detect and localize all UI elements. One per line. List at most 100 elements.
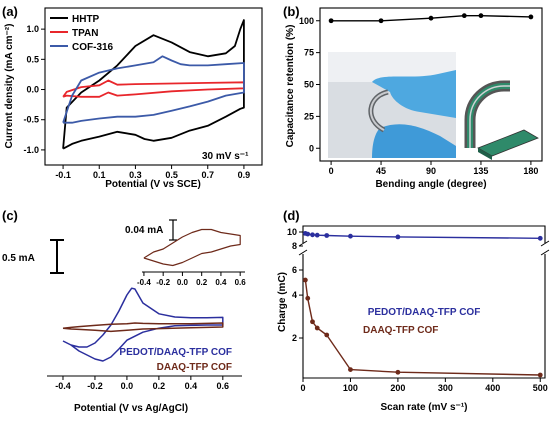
x-tick-label: 180 xyxy=(523,166,538,176)
y-tick-label: 0 xyxy=(309,143,314,153)
data-point xyxy=(378,18,384,24)
panel-a: (a) 1.0 0.5 0.0 -0.5 -1.0 -0.1 0.1 0.3 0.5 0.7 0.… xyxy=(2,4,263,190)
device-schematic xyxy=(464,80,539,160)
panel-d-frame-top xyxy=(302,225,546,243)
panel-d-x-ticks: 0 100 200 300 400 500 xyxy=(300,378,548,393)
panel-c-xlabel: Potential (V vs Ag/AgCl) xyxy=(74,403,188,414)
y-tick-label: 10 xyxy=(287,227,297,237)
series-line-series xyxy=(331,14,531,22)
x-tick-label: -0.2 xyxy=(156,278,170,287)
legend-label-daaq-d: DAAQ-TFP COF xyxy=(363,325,438,336)
x-tick-label: -0.2 xyxy=(87,381,103,391)
axis-break-left xyxy=(298,240,308,247)
inset-x-ticks: -0.4 -0.2 0.0 0.2 0.4 0.6 xyxy=(137,272,246,287)
data-point xyxy=(461,13,467,19)
panel-c-inset: 0.04 mA -0.4 -0.2 0.0 0.2 0.4 0.6 xyxy=(125,219,246,287)
y-tick-label: 0.0 xyxy=(26,85,39,95)
x-tick-label: 400 xyxy=(485,383,500,393)
x-tick-label: 0.2 xyxy=(153,381,166,391)
scale-bar-label: 0.5 mA xyxy=(2,253,35,264)
data-point xyxy=(537,235,543,241)
panel-a-frame xyxy=(44,7,263,166)
x-tick-label: 0.9 xyxy=(238,170,251,180)
series-line-pedot-daaq-tfp-cof xyxy=(62,287,224,362)
legend-label-tpan: TPAN xyxy=(72,28,98,39)
data-point xyxy=(314,325,320,331)
series-line-daaq-tfp-cof xyxy=(304,280,541,376)
x-tick-label: -0.4 xyxy=(137,278,151,287)
panel-d-ylabel: Charge (mC) xyxy=(277,272,288,332)
y-tick-label: 8 xyxy=(292,241,297,251)
x-tick-label: 500 xyxy=(533,383,548,393)
y-tick-label: 25 xyxy=(304,111,314,121)
data-point xyxy=(428,15,434,21)
x-tick-label: 0.5 xyxy=(165,170,178,180)
y-tick-label: 4 xyxy=(292,290,297,300)
panel-c-x-ticks: -0.4 -0.2 0.0 0.2 0.4 0.6 xyxy=(55,376,229,391)
data-point xyxy=(395,234,401,240)
x-tick-label: 0.6 xyxy=(217,381,230,391)
x-tick-label: 0.0 xyxy=(177,278,189,287)
glove-lower xyxy=(372,124,456,158)
glove-upper xyxy=(372,70,456,118)
x-tick-label: 100 xyxy=(343,383,358,393)
x-tick-label: 0 xyxy=(329,166,334,176)
electrode-plate xyxy=(477,129,539,157)
data-point xyxy=(302,277,308,283)
panel-b-x-ticks: 0 45 90 135 180 xyxy=(329,161,538,176)
legend-label-hhtp: HHTP xyxy=(72,14,100,25)
x-tick-label: 90 xyxy=(426,166,436,176)
panel-b-xlabel: Bending angle (degree) xyxy=(375,179,486,190)
series-line-tpan xyxy=(62,79,245,98)
data-point xyxy=(348,367,353,373)
data-point xyxy=(478,13,484,19)
x-tick-label: 45 xyxy=(376,166,386,176)
panel-a-series xyxy=(62,19,245,150)
panel-b-ylabel: Capacitance retention (%) xyxy=(285,25,296,148)
x-tick-label: 0.6 xyxy=(235,278,247,287)
y-tick-label: 100 xyxy=(299,16,314,26)
inset-scale-bar-label: 0.04 mA xyxy=(125,225,163,236)
panel-a-xlabel: Potential (V vs SCE) xyxy=(105,179,201,190)
panel-a-ylabel: Current density (mA cm⁻²) xyxy=(4,24,15,149)
panel-a-label: (a) xyxy=(2,4,18,19)
panel-d-frame-bottom xyxy=(302,254,546,379)
panel-a-scan-rate: 30 mV s⁻¹ xyxy=(202,151,249,162)
series-line-daaq-tfp-cof xyxy=(62,322,224,333)
panel-a-y-ticks: 1.0 0.5 0.0 -0.5 -1.0 xyxy=(23,24,45,155)
axis-break-right xyxy=(540,240,550,247)
legend-label-cof316: COF-316 xyxy=(72,42,114,53)
x-tick-label: 300 xyxy=(438,383,453,393)
panel-d-label: (d) xyxy=(283,208,300,223)
y-tick-label: 6 xyxy=(292,265,297,275)
series-line-cof-316 xyxy=(62,55,245,124)
y-tick-label: 50 xyxy=(304,80,314,90)
y-tick-label: 0.5 xyxy=(26,54,39,64)
panel-b: (b) 0 25 50 75 100 0 45 90 135 180 Bending angle… xyxy=(283,4,543,190)
panel-b-series xyxy=(328,13,534,24)
panel-c-series xyxy=(62,287,224,362)
panel-a-legend: HHTP TPAN COF-316 xyxy=(50,14,114,53)
x-tick-label: 0.0 xyxy=(121,381,134,391)
y-tick-label: 75 xyxy=(304,48,314,58)
data-point xyxy=(328,18,334,24)
y-tick-label: 1.0 xyxy=(26,24,39,34)
data-point xyxy=(314,232,320,238)
panel-a-x-ticks: -0.1 0.1 0.3 0.5 0.7 0.9 xyxy=(55,165,250,180)
x-tick-label: -0.4 xyxy=(55,381,71,391)
data-point xyxy=(395,369,401,375)
data-point xyxy=(310,319,315,325)
panel-b-y-ticks: 0 25 50 75 100 xyxy=(299,16,320,153)
data-point xyxy=(324,332,330,338)
panel-b-label: (b) xyxy=(283,4,300,19)
data-point xyxy=(305,295,311,301)
legend-label-daaq: DAAQ-TFP COF xyxy=(157,362,232,373)
x-tick-label: 0.7 xyxy=(201,170,214,180)
x-tick-label: -0.1 xyxy=(55,170,71,180)
panel-d-xlabel: Scan rate (mV s⁻¹) xyxy=(381,402,468,413)
panel-c-label: (c) xyxy=(2,208,18,223)
data-point xyxy=(348,233,353,239)
x-tick-label: 0 xyxy=(300,383,305,393)
data-point xyxy=(310,232,315,238)
